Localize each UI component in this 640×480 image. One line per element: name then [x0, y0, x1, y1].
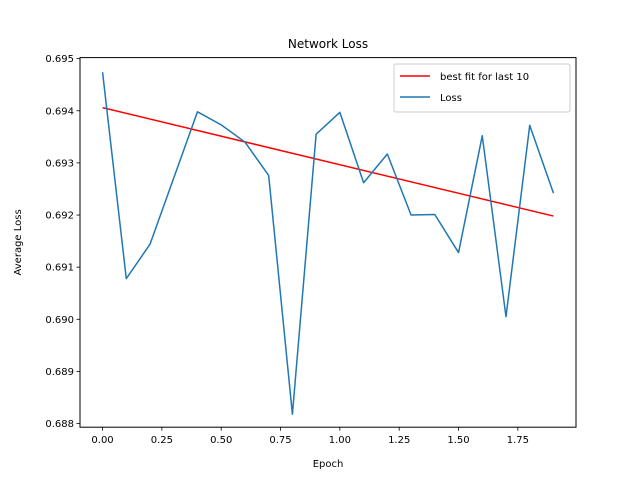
y-axis-ticks: 0.688 0.689 0.690 0.691 0.692 0.693 0.694 0.695 [45, 54, 80, 430]
plot-frame [79, 57, 577, 428]
y-tick-label: 0.691 [45, 263, 74, 274]
legend-label-loss: Loss [440, 93, 462, 104]
x-tick-label: 0.00 [91, 435, 113, 446]
best-fit-line [102, 106, 554, 217]
x-axis-label: Epoch [313, 459, 344, 470]
legend-box [393, 63, 571, 113]
loss-line [101, 72, 555, 415]
y-tick-label: 0.694 [45, 106, 74, 117]
plot-lines [101, 72, 555, 415]
y-tick-label: 0.692 [45, 211, 74, 222]
x-tick-label: 1.75 [507, 435, 529, 446]
y-tick-label: 0.695 [45, 54, 74, 65]
y-tick-label: 0.688 [45, 419, 74, 430]
legend-label-best-fit: best fit for last 10 [440, 72, 529, 83]
x-axis-ticks: 0.00 0.25 0.50 0.75 1.00 1.25 1.50 1.75 [91, 427, 529, 446]
chart-title: Network Loss [288, 37, 368, 51]
x-tick-label: 0.50 [210, 435, 232, 446]
legend: best fit for last 10 Loss [393, 63, 571, 113]
y-tick-label: 0.690 [45, 315, 74, 326]
y-tick-label: 0.693 [45, 158, 74, 169]
x-tick-label: 0.75 [269, 435, 291, 446]
x-tick-label: 0.25 [151, 435, 173, 446]
y-tick-label: 0.689 [45, 367, 74, 378]
y-axis-label: Average Loss [13, 209, 24, 275]
x-tick-label: 1.50 [447, 435, 469, 446]
x-tick-label: 1.00 [329, 435, 351, 446]
x-tick-label: 1.25 [388, 435, 410, 446]
